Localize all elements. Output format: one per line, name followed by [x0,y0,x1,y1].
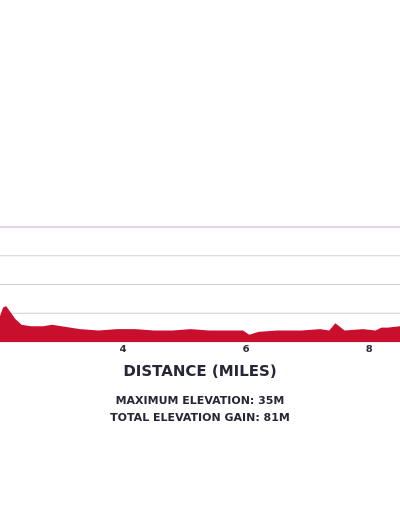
grid-lines [0,226,400,343]
elevation-stats: MAXIMUM ELEVATION: 35M TOTAL ELEVATION G… [0,392,400,426]
total-gain-text: TOTAL ELEVATION GAIN: 81M [110,411,290,424]
x-tick-label: 8 [366,344,373,355]
elevation-chart: 4 6 8 [0,226,400,355]
x-axis-title: DISTANCE (MILES) [123,362,277,380]
x-tick-label: 4 [120,344,127,355]
x-tick-label: 6 [243,344,250,355]
x-axis-ticks: 4 6 8 [120,344,373,355]
max-elevation-text: MAXIMUM ELEVATION: 35M [115,394,285,407]
elevation-area [0,306,400,342]
elevation-area-path [0,306,400,342]
